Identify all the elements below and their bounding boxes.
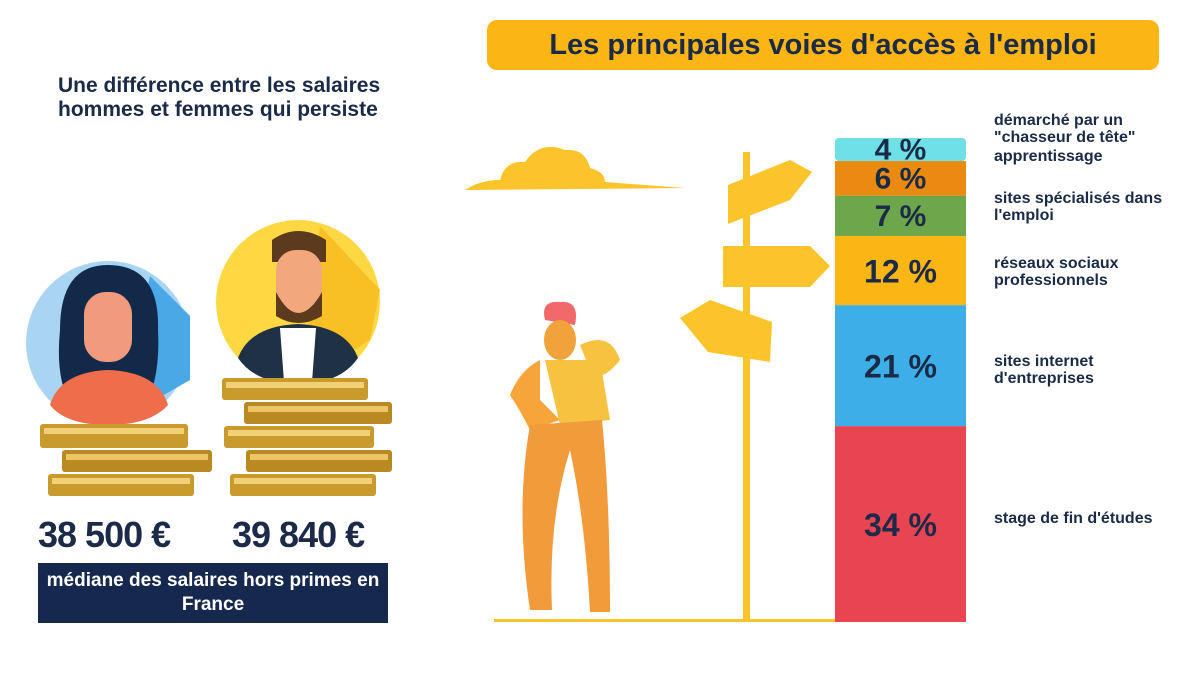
- cloud-shape: [465, 146, 685, 190]
- category-label: sites spécialisés dans l'emploi: [994, 190, 1163, 224]
- salary-gap-title: Une différence entre les salaires hommes…: [58, 74, 381, 121]
- salary-caption: médiane des salaires hors primes en Fran…: [38, 563, 388, 623]
- category-label: démarché par un "chasseur de tête": [994, 112, 1136, 146]
- ground-line: [494, 619, 966, 622]
- woman-avatar: [26, 261, 190, 425]
- coin-stack-women: [40, 424, 212, 496]
- bar-segment: [835, 305, 966, 427]
- segment-value-label: 7 %: [875, 200, 927, 233]
- category-label: apprentissage: [994, 148, 1103, 165]
- bar-segment: [835, 426, 966, 622]
- segment-value-label: 6 %: [875, 162, 927, 195]
- bar-segment: [835, 235, 966, 306]
- segment-value-label: 34 %: [864, 507, 937, 543]
- coin-stack-men: [222, 378, 392, 496]
- segment-value-label: 21 %: [864, 349, 937, 385]
- category-label: réseaux sociaux professionnels: [994, 255, 1119, 289]
- salary-men-value: 39 840 €: [232, 514, 365, 555]
- signpost: [680, 152, 830, 622]
- bar-segment: [835, 195, 966, 236]
- man-avatar: [216, 220, 380, 384]
- segment-value-label: 12 %: [864, 254, 937, 290]
- salary-women-value: 38 500 €: [38, 514, 171, 555]
- thinking-woman-figure: [510, 301, 620, 612]
- segment-value-label: 4 %: [875, 134, 927, 167]
- category-label: stage de fin d'études: [994, 510, 1153, 527]
- category-label: sites internet d'entreprises: [994, 353, 1094, 387]
- chart-title: Les principales voies d'accès à l'emploi: [487, 20, 1159, 70]
- bar-segment: [835, 138, 966, 162]
- bar-segment: [835, 161, 966, 196]
